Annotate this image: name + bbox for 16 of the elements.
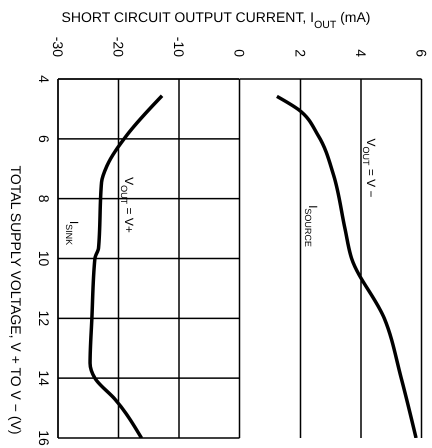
y-tick-label: 4 <box>36 75 52 84</box>
y-tick-label: 16 <box>36 430 52 446</box>
x-tick-label: -20 <box>110 36 126 58</box>
x-tick-label: -10 <box>171 36 187 58</box>
y-tick-label: 12 <box>36 310 52 326</box>
x-tick-label: 2 <box>292 49 308 58</box>
x-tick-label: 6 <box>414 49 430 58</box>
y-axis-title: TOTAL SUPPLY VOLTAGE, V + TO V − (V) <box>8 166 24 434</box>
y-tick-label: 8 <box>36 194 52 203</box>
y-tick-label: 10 <box>36 250 52 266</box>
x-tick-label: 4 <box>353 49 369 58</box>
y-tick-label: 6 <box>36 134 52 143</box>
y-tick-label: 14 <box>36 370 52 386</box>
x-axis-title: SHORT CIRCUIT OUTPUT CURRENT, I$_{OUT}$ (mA) <box>62 9 370 31</box>
x-tick-label: 0 <box>232 49 248 58</box>
x-tick-label: -30 <box>50 36 66 58</box>
